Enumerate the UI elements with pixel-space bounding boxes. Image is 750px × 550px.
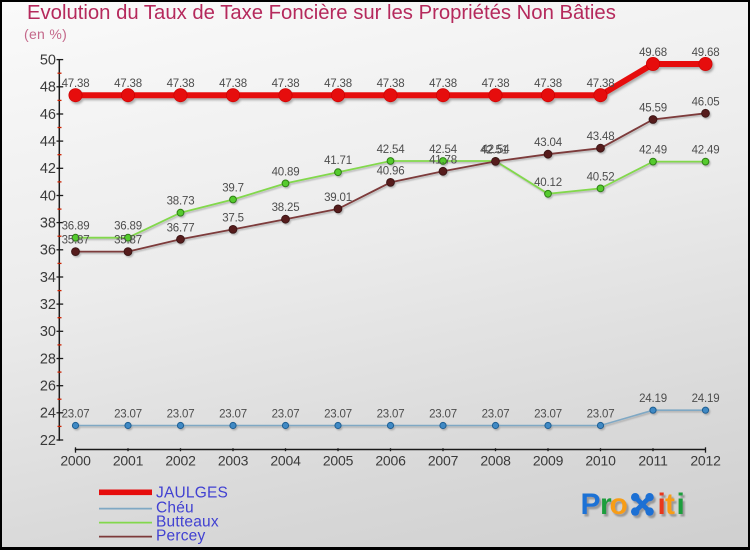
svg-text:34: 34 bbox=[40, 270, 56, 286]
svg-text:23.07: 23.07 bbox=[534, 409, 562, 421]
svg-text:47.38: 47.38 bbox=[62, 78, 90, 90]
svg-text:28: 28 bbox=[40, 351, 56, 367]
svg-text:o: o bbox=[610, 488, 628, 521]
svg-text:23.07: 23.07 bbox=[114, 409, 142, 421]
svg-text:44: 44 bbox=[40, 134, 56, 150]
svg-text:42.51: 42.51 bbox=[480, 144, 508, 156]
svg-text:40.96: 40.96 bbox=[377, 165, 405, 177]
svg-text:23.07: 23.07 bbox=[377, 409, 405, 421]
svg-text:47.38: 47.38 bbox=[167, 78, 195, 90]
svg-text:47.38: 47.38 bbox=[272, 78, 300, 90]
svg-text:47.38: 47.38 bbox=[587, 78, 615, 90]
svg-text:42.49: 42.49 bbox=[639, 145, 667, 157]
svg-text:47.38: 47.38 bbox=[114, 78, 142, 90]
svg-text:43.04: 43.04 bbox=[534, 137, 563, 149]
svg-text:40.89: 40.89 bbox=[272, 166, 300, 178]
svg-text:i: i bbox=[677, 488, 685, 521]
svg-text:37.5: 37.5 bbox=[222, 212, 244, 224]
svg-text:36.89: 36.89 bbox=[114, 221, 142, 233]
svg-text:2008: 2008 bbox=[480, 452, 511, 468]
svg-text:47.38: 47.38 bbox=[534, 78, 562, 90]
svg-text:32: 32 bbox=[40, 297, 56, 313]
svg-text:24.19: 24.19 bbox=[692, 393, 720, 405]
svg-text:49.68: 49.68 bbox=[639, 47, 667, 59]
svg-text:t: t bbox=[665, 488, 675, 521]
svg-text:2010: 2010 bbox=[585, 452, 616, 468]
svg-text:48: 48 bbox=[40, 80, 56, 96]
svg-text:2000: 2000 bbox=[60, 452, 91, 468]
svg-text:2011: 2011 bbox=[638, 452, 668, 468]
svg-text:2003: 2003 bbox=[218, 452, 249, 468]
svg-text:30: 30 bbox=[40, 324, 56, 340]
svg-text:41.71: 41.71 bbox=[324, 155, 352, 167]
svg-text:42.54: 42.54 bbox=[482, 144, 511, 156]
svg-text:46.05: 46.05 bbox=[692, 96, 720, 108]
svg-text:22: 22 bbox=[40, 433, 56, 449]
svg-text:40: 40 bbox=[40, 188, 56, 204]
svg-text:35.87: 35.87 bbox=[114, 235, 142, 247]
svg-text:36.89: 36.89 bbox=[62, 221, 90, 233]
svg-text:35.87: 35.87 bbox=[62, 235, 90, 247]
svg-text:39.7: 39.7 bbox=[222, 183, 244, 195]
svg-text:42.54: 42.54 bbox=[377, 144, 406, 156]
svg-text:23.07: 23.07 bbox=[272, 409, 300, 421]
svg-text:24.19: 24.19 bbox=[639, 393, 667, 405]
svg-text:42.49: 42.49 bbox=[692, 145, 720, 157]
svg-text:38.73: 38.73 bbox=[167, 196, 195, 208]
svg-text:JAULGES: JAULGES bbox=[156, 485, 228, 502]
svg-text:23.07: 23.07 bbox=[482, 409, 510, 421]
svg-text:26: 26 bbox=[40, 379, 56, 395]
svg-text:2005: 2005 bbox=[323, 452, 354, 468]
svg-text:46: 46 bbox=[40, 107, 56, 123]
svg-text:42: 42 bbox=[40, 161, 56, 177]
svg-text:43.48: 43.48 bbox=[587, 131, 615, 143]
svg-text:45.59: 45.59 bbox=[639, 103, 667, 115]
svg-text:40.52: 40.52 bbox=[587, 171, 615, 183]
svg-text:2012: 2012 bbox=[690, 452, 721, 468]
svg-text:36.77: 36.77 bbox=[167, 222, 195, 234]
svg-text:Chéu: Chéu bbox=[156, 500, 194, 517]
svg-text:2004: 2004 bbox=[270, 452, 301, 468]
svg-text:2009: 2009 bbox=[533, 452, 564, 468]
svg-text:P: P bbox=[581, 488, 601, 521]
svg-text:2001: 2001 bbox=[113, 452, 144, 468]
svg-text:41.78: 41.78 bbox=[429, 154, 457, 166]
svg-text:36: 36 bbox=[40, 243, 56, 259]
svg-text:23.07: 23.07 bbox=[62, 409, 90, 421]
svg-text:23.07: 23.07 bbox=[167, 409, 195, 421]
svg-text:r: r bbox=[600, 488, 612, 521]
svg-text:24: 24 bbox=[40, 406, 56, 422]
svg-text:2007: 2007 bbox=[428, 452, 459, 468]
svg-text:23.07: 23.07 bbox=[219, 409, 247, 421]
svg-text:2002: 2002 bbox=[165, 452, 196, 468]
svg-text:Butteaux: Butteaux bbox=[156, 514, 219, 531]
svg-text:49.68: 49.68 bbox=[692, 47, 720, 59]
svg-text:47.38: 47.38 bbox=[324, 78, 352, 90]
svg-text:47.38: 47.38 bbox=[377, 78, 405, 90]
svg-text:Percey: Percey bbox=[156, 528, 205, 545]
svg-text:42.54: 42.54 bbox=[429, 144, 458, 156]
svg-text:47.38: 47.38 bbox=[482, 78, 510, 90]
svg-text:38.25: 38.25 bbox=[272, 202, 300, 214]
svg-text:2006: 2006 bbox=[375, 452, 406, 468]
svg-text:40.12: 40.12 bbox=[534, 177, 562, 189]
svg-text:50: 50 bbox=[40, 53, 56, 69]
svg-text:i: i bbox=[658, 488, 666, 521]
svg-text:39.01: 39.01 bbox=[324, 192, 352, 204]
svg-text:47.38: 47.38 bbox=[429, 78, 457, 90]
svg-text:47.38: 47.38 bbox=[219, 78, 247, 90]
svg-text:23.07: 23.07 bbox=[587, 409, 615, 421]
svg-text:23.07: 23.07 bbox=[324, 409, 352, 421]
svg-text:23.07: 23.07 bbox=[429, 409, 457, 421]
svg-text:38: 38 bbox=[40, 216, 56, 232]
